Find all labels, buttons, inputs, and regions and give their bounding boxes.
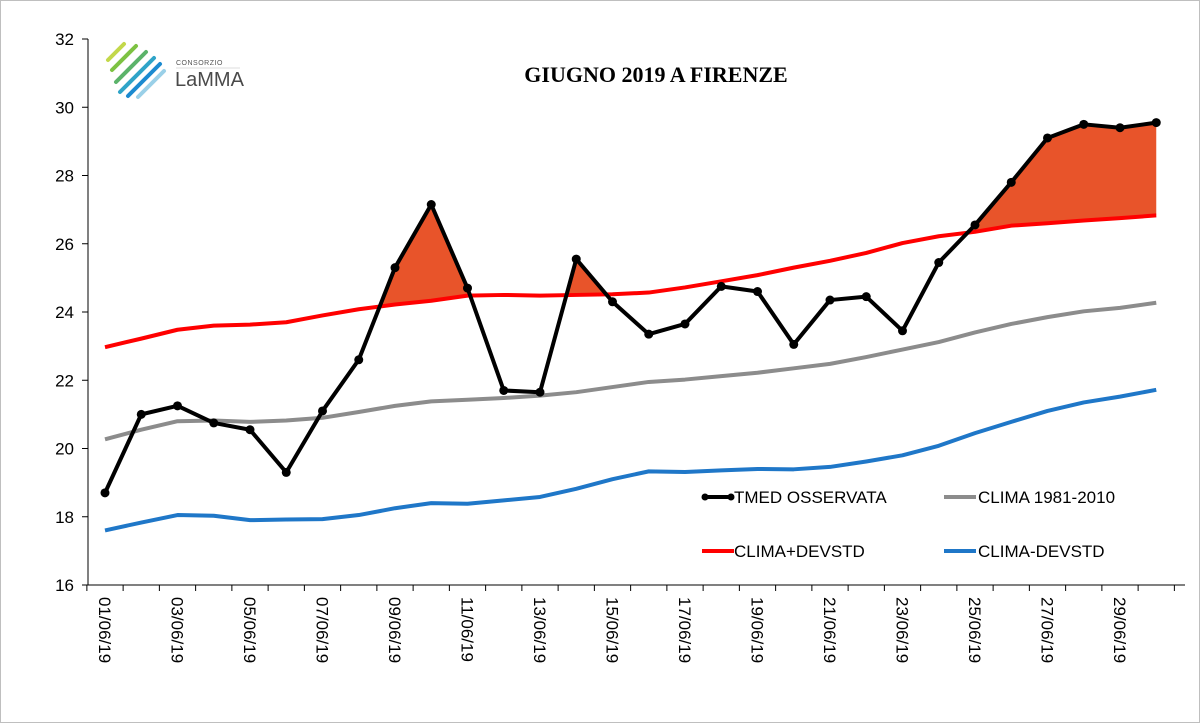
tmed-point	[209, 418, 219, 428]
tmed-point	[318, 406, 327, 416]
legend-item-tmed: TMED OSSERVATA	[701, 488, 887, 507]
x-tick-label: 13/06/19	[530, 597, 549, 663]
legend-item-clima-minus: CLIMA-DEVSTD	[944, 542, 1105, 561]
tmed-point	[825, 295, 835, 305]
tmed-point	[1043, 133, 1052, 143]
tmed-point	[426, 200, 436, 210]
anomaly-shading	[379, 122, 1157, 307]
legend-item-clima-plus: CLIMA+DEVSTD	[702, 542, 865, 561]
tmed-point	[535, 387, 545, 397]
tmed-point	[680, 319, 690, 329]
x-tick-label: 01/06/19	[95, 597, 114, 663]
x-tick-label: 21/06/19	[820, 597, 839, 663]
legend-item-clima: CLIMA 1981-2010	[944, 488, 1115, 507]
legend-label-clima-plus: CLIMA+DEVSTD	[734, 542, 865, 561]
x-tick-label: 15/06/19	[603, 597, 622, 663]
tmed-point	[571, 254, 581, 264]
y-tick-label: 30	[55, 98, 74, 117]
tmed-point	[100, 488, 110, 498]
lamma-logo: CONSORZIO LaMMA	[106, 42, 245, 99]
tmed-point	[753, 287, 762, 297]
y-tick-label: 26	[55, 235, 74, 254]
legend-label-tmed: TMED OSSERVATA	[734, 488, 887, 507]
x-tick-label: 27/06/19	[1038, 597, 1057, 663]
tmed-point	[1079, 119, 1089, 129]
tmed-point	[970, 220, 980, 230]
anomaly-area	[967, 122, 1157, 233]
tmed-point	[934, 258, 944, 268]
y-tick-label: 24	[55, 303, 74, 322]
x-tick-label: 11/06/19	[458, 597, 477, 662]
x-tick-label: 29/06/19	[1110, 597, 1129, 663]
x-tick-label: 03/06/19	[168, 597, 187, 663]
x-tick-labels: 01/06/19 03/06/19 05/06/19 07/06/19 09/06/19…	[95, 597, 1129, 663]
series-clima-devstd-line	[104, 387, 1157, 533]
axes	[82, 38, 1185, 591]
x-tick-label: 09/06/19	[385, 597, 404, 663]
legend: TMED OSSERVATA CLIMA 1981-2010 CLIMA+DEV…	[701, 488, 1115, 561]
y-tick-labels: 16 18 20 22 24 26 28 30 32	[55, 30, 74, 595]
y-tick-label: 20	[55, 440, 74, 459]
x-tick-label: 17/06/19	[675, 597, 694, 663]
tmed-point	[245, 425, 255, 435]
tmed-point	[789, 339, 799, 349]
series-lines	[100, 118, 1161, 533]
tmed-point	[608, 297, 617, 307]
lamma-logo-mark	[106, 42, 166, 99]
chart-title: GIUGNO 2019 A FIRENZE	[524, 62, 787, 87]
anomaly-area	[379, 204, 471, 307]
series-clima-1981-2010-line	[104, 300, 1157, 442]
tmed-point	[281, 467, 291, 477]
anomaly-area	[566, 259, 607, 296]
y-tick-label: 18	[55, 508, 74, 527]
tmed-point	[1115, 123, 1125, 133]
tmed-point	[390, 263, 400, 273]
tmed-point	[1151, 118, 1161, 128]
y-tick-label: 22	[55, 371, 74, 390]
tmed-point	[1006, 177, 1016, 187]
series-tmed-osservata-line	[103, 120, 1157, 494]
tmed-point	[861, 292, 871, 302]
x-tick-label: 19/06/19	[748, 597, 767, 663]
x-tick-label: 23/06/19	[893, 597, 912, 663]
y-tick-label: 28	[55, 167, 74, 186]
tmed-point	[136, 409, 146, 419]
y-tick-label: 16	[55, 576, 74, 595]
legend-label-clima-minus: CLIMA-DEVSTD	[978, 542, 1105, 561]
tmed-point	[644, 329, 654, 339]
tmed-point	[354, 355, 364, 365]
tmed-point	[716, 281, 726, 291]
logo-lamma-text: LaMMA	[175, 69, 245, 91]
logo-consorzio-text: CONSORZIO	[176, 60, 223, 67]
tmed-point	[463, 283, 472, 293]
y-tick-label: 32	[55, 30, 74, 49]
x-tick-label: 07/06/19	[313, 597, 332, 663]
tmed-point	[499, 385, 509, 395]
tmed-point	[898, 326, 907, 336]
x-tick-label: 05/06/19	[240, 597, 259, 663]
legend-label-clima: CLIMA 1981-2010	[978, 488, 1115, 507]
x-tick-label: 25/06/19	[965, 597, 984, 663]
series-clima-devstd-line	[104, 213, 1157, 350]
tmed-point	[173, 401, 182, 411]
